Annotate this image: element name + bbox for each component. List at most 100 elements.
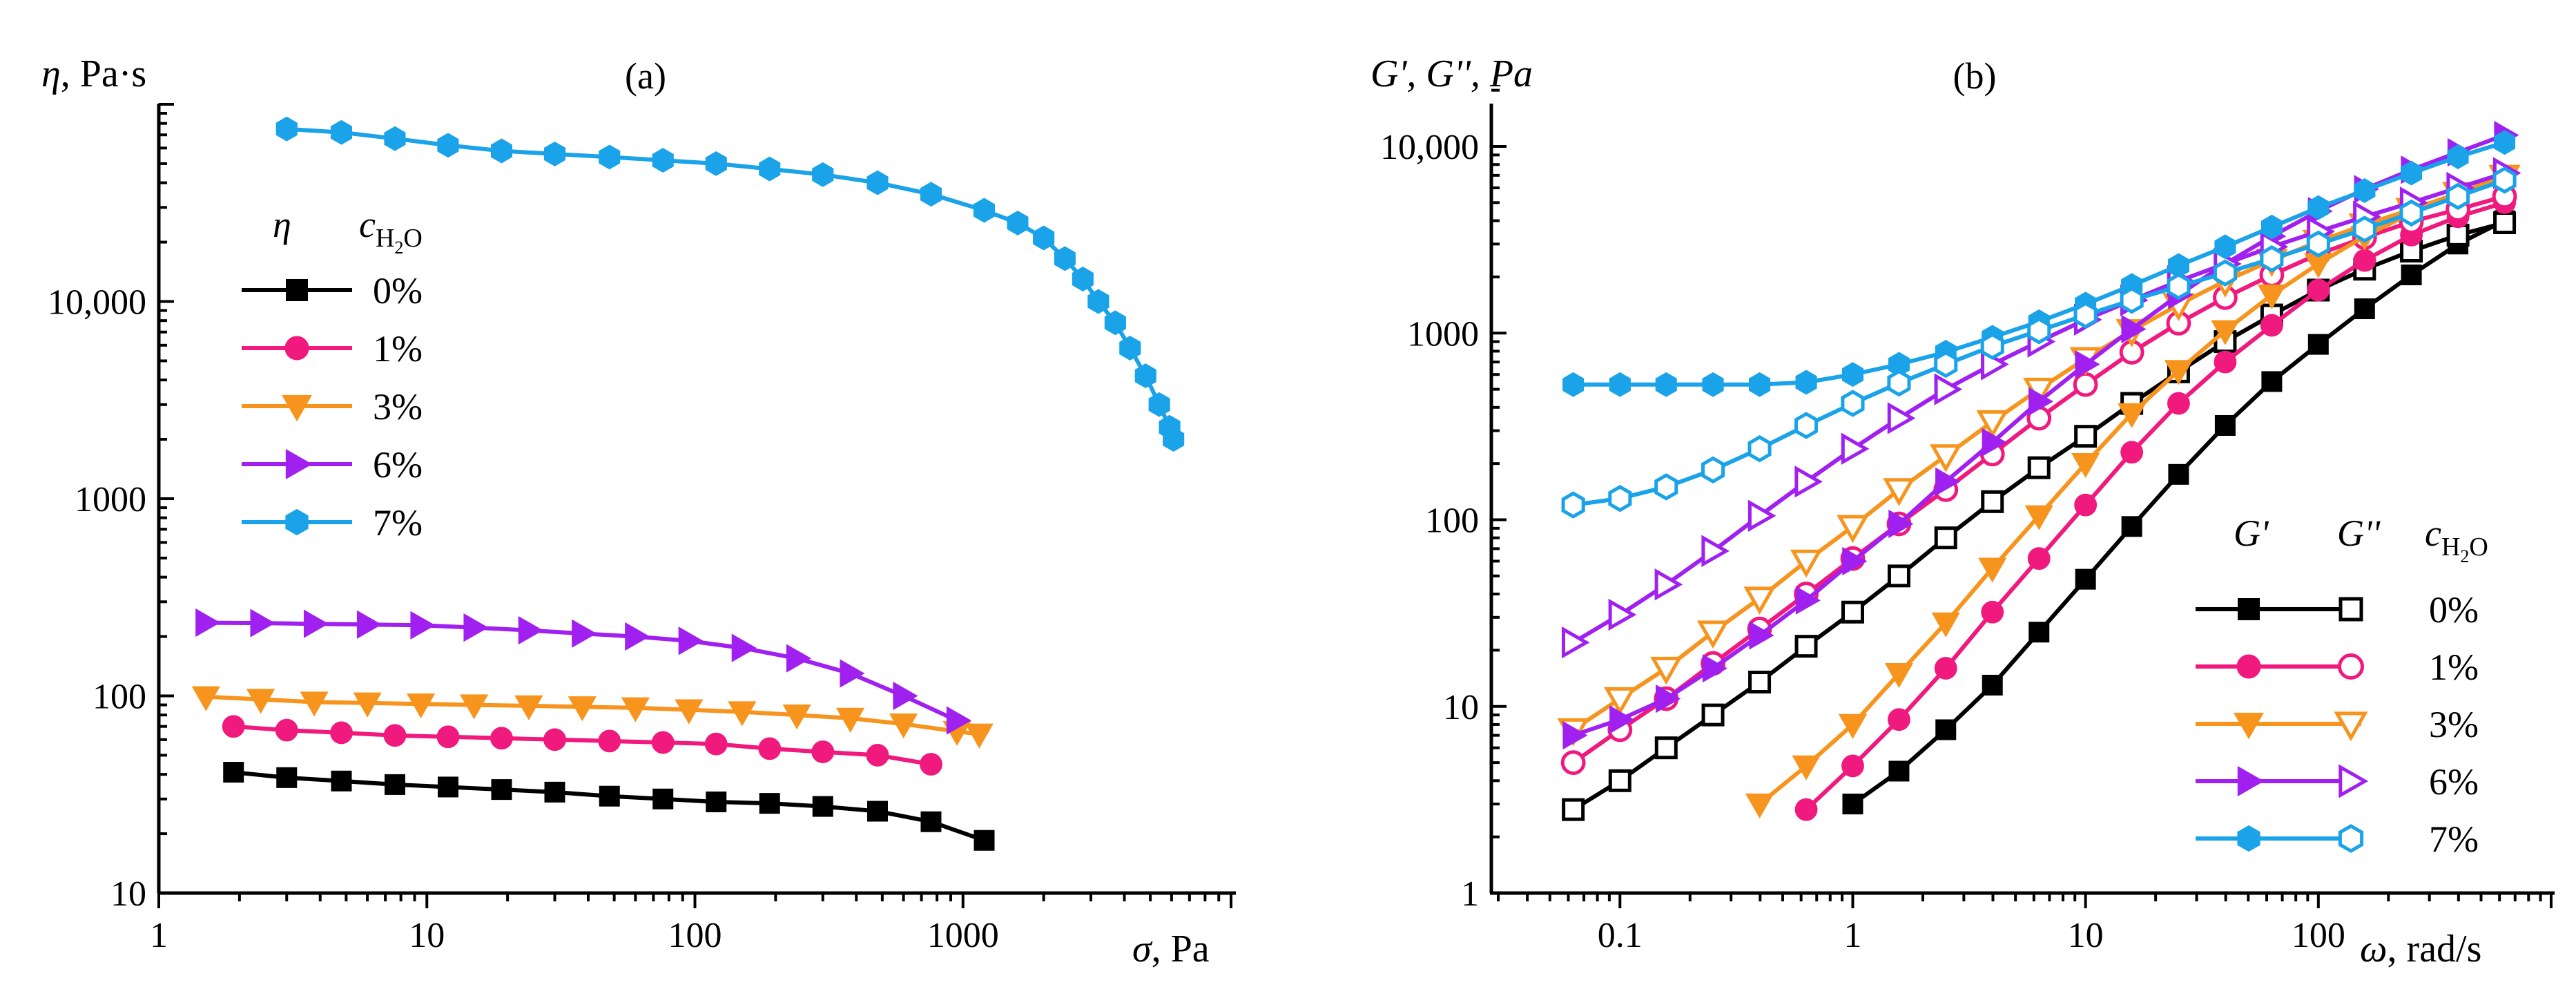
- data-point-a-4-15: [1033, 225, 1055, 251]
- data-point-b-6-12: [2121, 314, 2147, 344]
- data-point-b-9-12: [2120, 287, 2144, 314]
- data-point-b-5-7: [1883, 478, 1915, 506]
- y-tick-label-a-2: 1000: [75, 480, 146, 519]
- legend-b-marker-gp-3: [2237, 766, 2265, 796]
- y-tick-label-b-0: 1: [1461, 874, 1479, 914]
- series-b-2: [1794, 191, 2516, 821]
- data-point-b-1-6: [1841, 600, 1864, 624]
- legend-b-label-3: 6%: [2429, 761, 2479, 803]
- data-point-a-0-9: [706, 791, 727, 812]
- data-point-b-1-1: [1608, 769, 1631, 792]
- legend-a-item-0: 0%: [242, 270, 423, 312]
- data-point-b-9-4: [1747, 435, 1772, 463]
- y-tick-label-b-4: 10,000: [1380, 128, 1479, 167]
- data-point-a-4-1: [330, 119, 352, 145]
- data-point-a-3-6: [518, 615, 543, 645]
- ticks-b: 0.1 1 10 100 1 10 100 1000 10,000: [1380, 88, 2553, 955]
- data-point-b-8-2: [1655, 372, 1677, 397]
- data-point-a-3-9: [678, 626, 704, 655]
- data-point-b-3-0: [1560, 750, 1586, 776]
- legend-a-header-c-var: c: [359, 204, 376, 245]
- series-b-4: [1745, 164, 2519, 818]
- data-point-b-9-5: [1794, 412, 1819, 439]
- legend-b-header-sub3: O: [2469, 533, 2488, 562]
- data-point-a-0-12: [866, 801, 888, 822]
- data-point-a-0-14: [974, 830, 995, 851]
- data-point-b-7-0: [1561, 626, 1590, 659]
- data-point-b-8-4: [1749, 372, 1771, 397]
- data-point-a-4-5: [543, 141, 565, 166]
- data-point-b-4-6: [2024, 505, 2053, 530]
- data-point-b-1-20: [2493, 211, 2517, 235]
- data-point-b-9-9: [1980, 332, 2004, 360]
- data-point-a-2-0: [191, 686, 220, 711]
- data-point-b-8-19: [2447, 144, 2469, 169]
- data-point-b-1-19: [2446, 223, 2470, 247]
- data-point-b-0-11: [2354, 298, 2375, 320]
- data-point-b-6-10: [2028, 387, 2054, 416]
- data-point-b-1-11: [2074, 425, 2098, 448]
- data-point-b-1-5: [1794, 635, 1818, 658]
- data-point-a-2-1: [246, 689, 275, 714]
- data-point-a-4-17: [1072, 267, 1094, 291]
- x-tick-label-a-2: 100: [668, 916, 722, 955]
- legend-a-marker-1: [284, 336, 309, 361]
- legend-b-marker-gpp-4: [2338, 824, 2364, 853]
- data-point-a-4-2: [384, 126, 406, 151]
- data-point-b-6-5: [1795, 586, 1821, 615]
- data-point-b-6-0: [1562, 720, 1588, 750]
- x-axis-unit-b: , rad/s: [2388, 928, 2482, 970]
- data-point-b-4-9: [2164, 360, 2194, 385]
- data-point-a-1-13: [920, 753, 942, 776]
- x-tick-label-b-2: 10: [2068, 916, 2104, 955]
- data-point-b-8-15: [2260, 214, 2283, 240]
- data-point-b-6-11: [2075, 349, 2100, 379]
- data-point-a-0-4: [437, 776, 458, 798]
- data-point-b-4-7: [2071, 452, 2100, 479]
- legend-a-marker-4: [285, 508, 309, 536]
- data-point-b-9-19: [2446, 182, 2470, 210]
- data-point-a-2-15: [965, 723, 994, 749]
- data-point-b-3-11: [2073, 372, 2098, 397]
- legend-a-label-1: 1%: [373, 328, 423, 370]
- data-point-b-2-9: [2214, 350, 2237, 374]
- legend-a-item-2: 3%: [242, 386, 423, 428]
- data-point-a-4-0: [275, 116, 298, 142]
- data-point-b-2-6: [2074, 493, 2098, 517]
- data-point-a-1-5: [490, 727, 513, 750]
- data-point-a-4-4: [490, 138, 512, 164]
- data-point-a-0-5: [491, 779, 512, 801]
- data-point-a-1-11: [811, 740, 835, 763]
- data-point-b-9-14: [2213, 259, 2237, 287]
- data-point-b-6-1: [1609, 705, 1635, 734]
- data-point-a-4-12: [920, 182, 942, 207]
- data-point-b-4-2: [1838, 713, 1868, 739]
- legend-a-label-3: 6%: [373, 444, 423, 486]
- data-point-a-0-11: [812, 796, 833, 817]
- data-point-b-2-5: [2027, 547, 2051, 571]
- data-point-b-6-3: [1702, 653, 1727, 683]
- data-point-b-9-13: [2167, 272, 2191, 300]
- data-point-b-8-3: [1702, 372, 1724, 397]
- data-point-b-9-17: [2352, 215, 2376, 243]
- data-point-a-1-2: [330, 721, 353, 745]
- data-point-a-4-20: [1119, 336, 1141, 361]
- data-point-b-4-10: [2211, 320, 2240, 345]
- legend-b-item-2: 3%: [2196, 704, 2479, 745]
- legend-a-label-0: 0%: [373, 270, 423, 312]
- legend-a-header-sub2: 2: [394, 238, 403, 258]
- data-point-a-4-18: [1087, 289, 1110, 314]
- data-point-a-3-4: [410, 611, 436, 640]
- data-point-b-4-4: [1931, 612, 1960, 638]
- data-point-a-4-11: [866, 170, 889, 195]
- data-point-b-8-0: [1562, 372, 1585, 397]
- data-point-a-1-0: [222, 715, 245, 738]
- data-point-a-2-2: [300, 691, 329, 717]
- y-tick-label-b-2: 100: [1425, 501, 1479, 541]
- data-point-b-9-10: [2027, 317, 2051, 345]
- data-point-a-3-0: [195, 608, 221, 638]
- legend-b-marker-gpp-1: [2338, 653, 2364, 680]
- series-line-a-2: [206, 694, 980, 736]
- data-point-b-1-7: [1887, 564, 1910, 588]
- series-a-3: [195, 608, 972, 735]
